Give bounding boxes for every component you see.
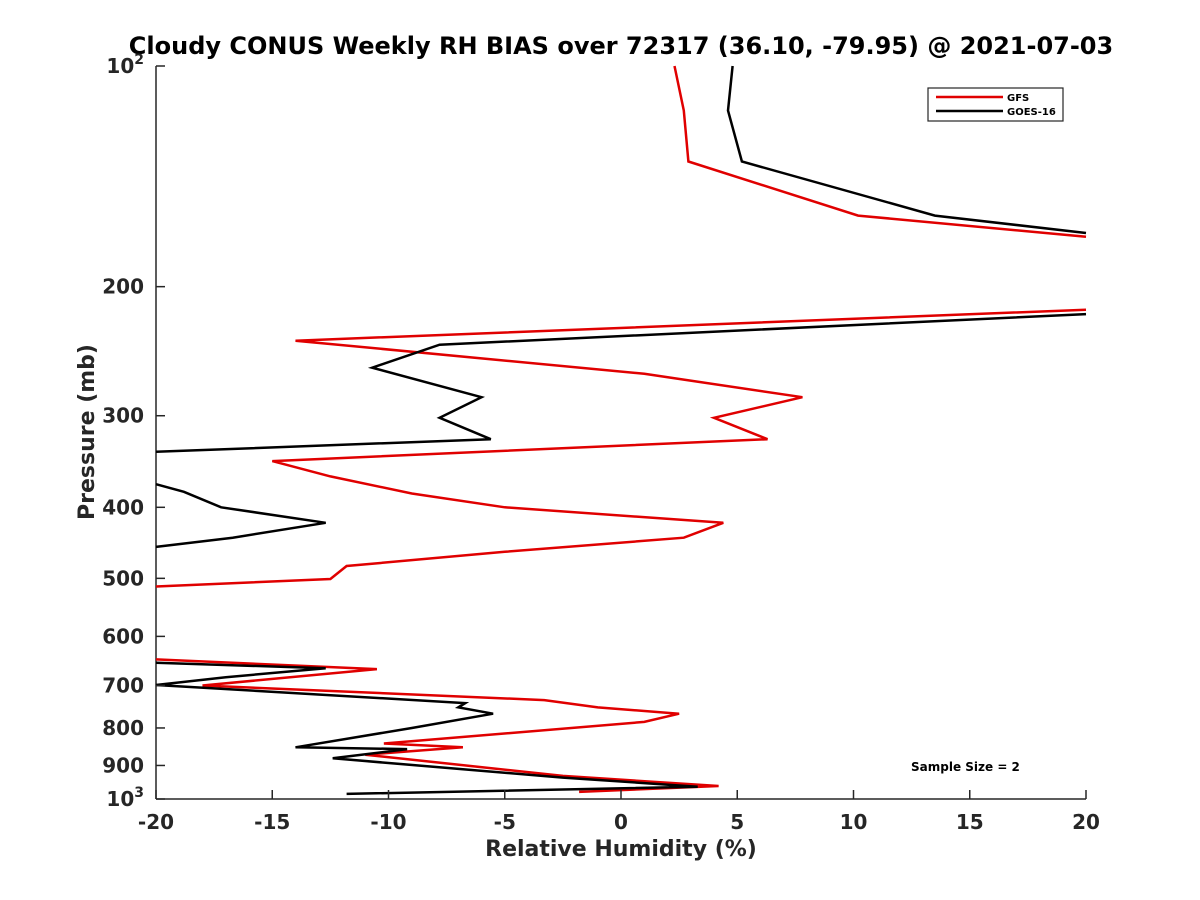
x-tick-label: 10	[840, 810, 868, 834]
y-tick-label: 600	[102, 624, 144, 648]
y-tick-label: 103	[106, 785, 144, 811]
x-tick-label: -15	[254, 810, 290, 834]
series-line-goes-16	[155, 65, 1087, 796]
legend-label-goes16: GOES-16	[1007, 107, 1056, 118]
sample-size-annotation: Sample Size = 2	[911, 760, 1020, 774]
legend-box	[927, 87, 1064, 122]
y-tick-label: 700	[102, 673, 144, 697]
x-axis-label: Relative Humidity (%)	[485, 837, 757, 862]
y-tick-label: 900	[102, 753, 144, 777]
x-tick-label: 0	[614, 810, 628, 834]
y-tick-label: 800	[102, 716, 144, 740]
x-tick-label: 5	[730, 810, 744, 834]
x-axis-ticks: -20 -15 -10 -5 0 5 10 15 20	[138, 790, 1100, 834]
y-tick-label: 300	[102, 404, 144, 428]
y-axis-label: Pressure (mb)	[75, 344, 100, 520]
x-tick-label: 15	[956, 810, 984, 834]
series-line-gfs	[155, 65, 1087, 794]
legend: GFS GOES-16	[927, 87, 1064, 122]
legend-label-gfs: GFS	[1007, 93, 1029, 104]
x-tick-label: -5	[494, 810, 516, 834]
x-tick-label: -20	[138, 810, 174, 834]
y-tick-label: 102	[106, 52, 144, 78]
y-tick-label: 500	[102, 566, 144, 590]
series-layer	[155, 65, 1087, 796]
y-tick-label: 200	[102, 275, 144, 299]
x-tick-label: 20	[1072, 810, 1100, 834]
y-tick-label: 400	[102, 495, 144, 519]
chart-title: Cloudy CONUS Weekly RH BIAS over 72317 (…	[129, 32, 1113, 60]
x-tick-label: -10	[370, 810, 406, 834]
y-axis-ticks: 102 200 300 400 500 600 700 800 900 103	[102, 52, 165, 811]
